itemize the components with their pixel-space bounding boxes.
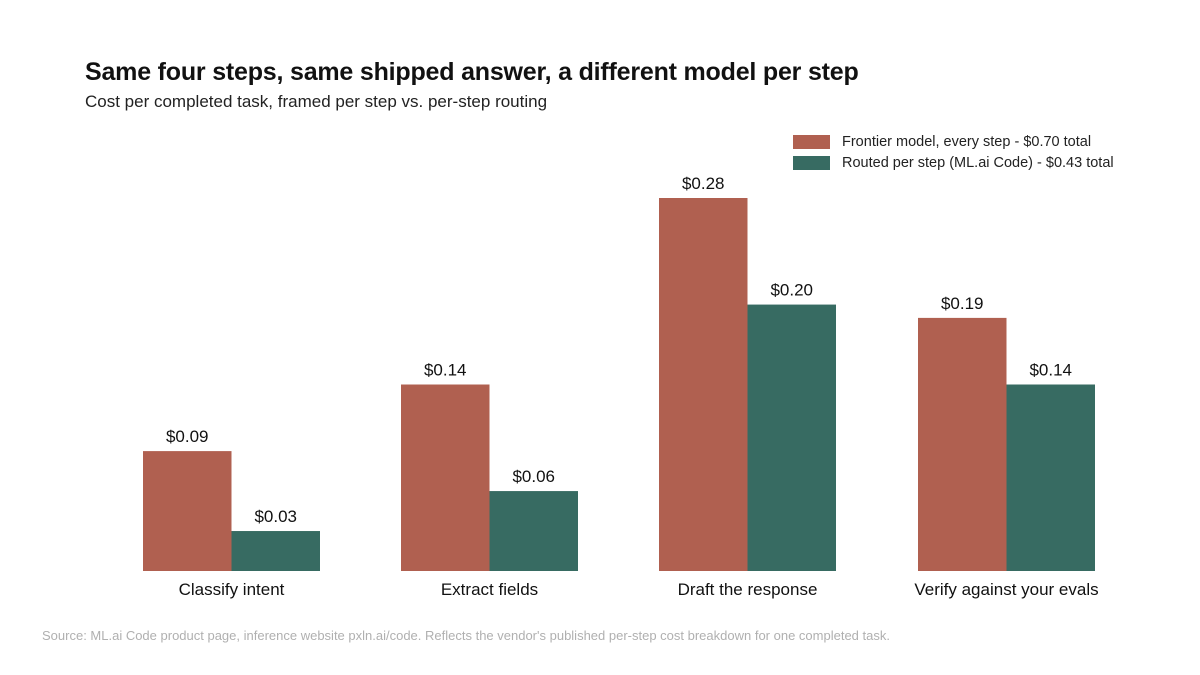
bar-group-1: $0.14 $0.06 <box>401 361 578 571</box>
bar-group-3: $0.19 $0.14 <box>918 294 1095 571</box>
legend-swatch-frontier <box>793 134 830 149</box>
bar-group-2: $0.28 $0.20 <box>659 174 836 571</box>
chart-legend: Frontier model, every step - $0.70 total… <box>793 131 1114 173</box>
bar-routed-3 <box>1006 384 1095 571</box>
legend-item-routed: Routed per step (ML.ai Code) - $0.43 tot… <box>793 152 1114 173</box>
data-label-routed-2: $0.20 <box>770 281 813 300</box>
legend-label-frontier: Frontier model, every step - $0.70 total <box>842 133 1092 150</box>
legend-item-frontier: Frontier model, every step - $0.70 total <box>793 131 1114 152</box>
data-label-routed-0: $0.03 <box>254 507 297 526</box>
data-label-frontier-0: $0.09 <box>166 427 209 446</box>
bar-routed-1 <box>489 491 578 571</box>
bar-frontier-1 <box>401 384 490 571</box>
data-label-frontier-3: $0.19 <box>941 294 984 313</box>
data-label-frontier-1: $0.14 <box>424 361 467 380</box>
chart-title: Same four steps, same shipped answer, a … <box>85 58 859 86</box>
bar-frontier-2 <box>659 198 748 571</box>
bar-routed-0 <box>231 531 320 571</box>
x-tick-label-1: Extract fields <box>441 580 538 599</box>
bar-frontier-0 <box>143 451 232 571</box>
bar-routed-2 <box>747 304 836 571</box>
x-tick-label-2: Draft the response <box>678 580 818 599</box>
legend-label-routed: Routed per step (ML.ai Code) - $0.43 tot… <box>842 154 1114 171</box>
bar-frontier-3 <box>918 317 1007 571</box>
data-label-routed-3: $0.14 <box>1029 361 1072 380</box>
x-tick-label-3: Verify against your evals <box>914 580 1098 599</box>
x-tick-label-0: Classify intent <box>179 580 285 599</box>
bar-group-0: $0.09 $0.03 <box>143 427 320 571</box>
chart-subtitle: Cost per completed task, framed per step… <box>85 92 548 111</box>
data-label-frontier-2: $0.28 <box>682 174 725 193</box>
legend-swatch-routed <box>793 155 830 170</box>
data-label-routed-1: $0.06 <box>512 467 555 486</box>
source-note: Source: ML.ai Code product page, inferen… <box>42 628 890 643</box>
